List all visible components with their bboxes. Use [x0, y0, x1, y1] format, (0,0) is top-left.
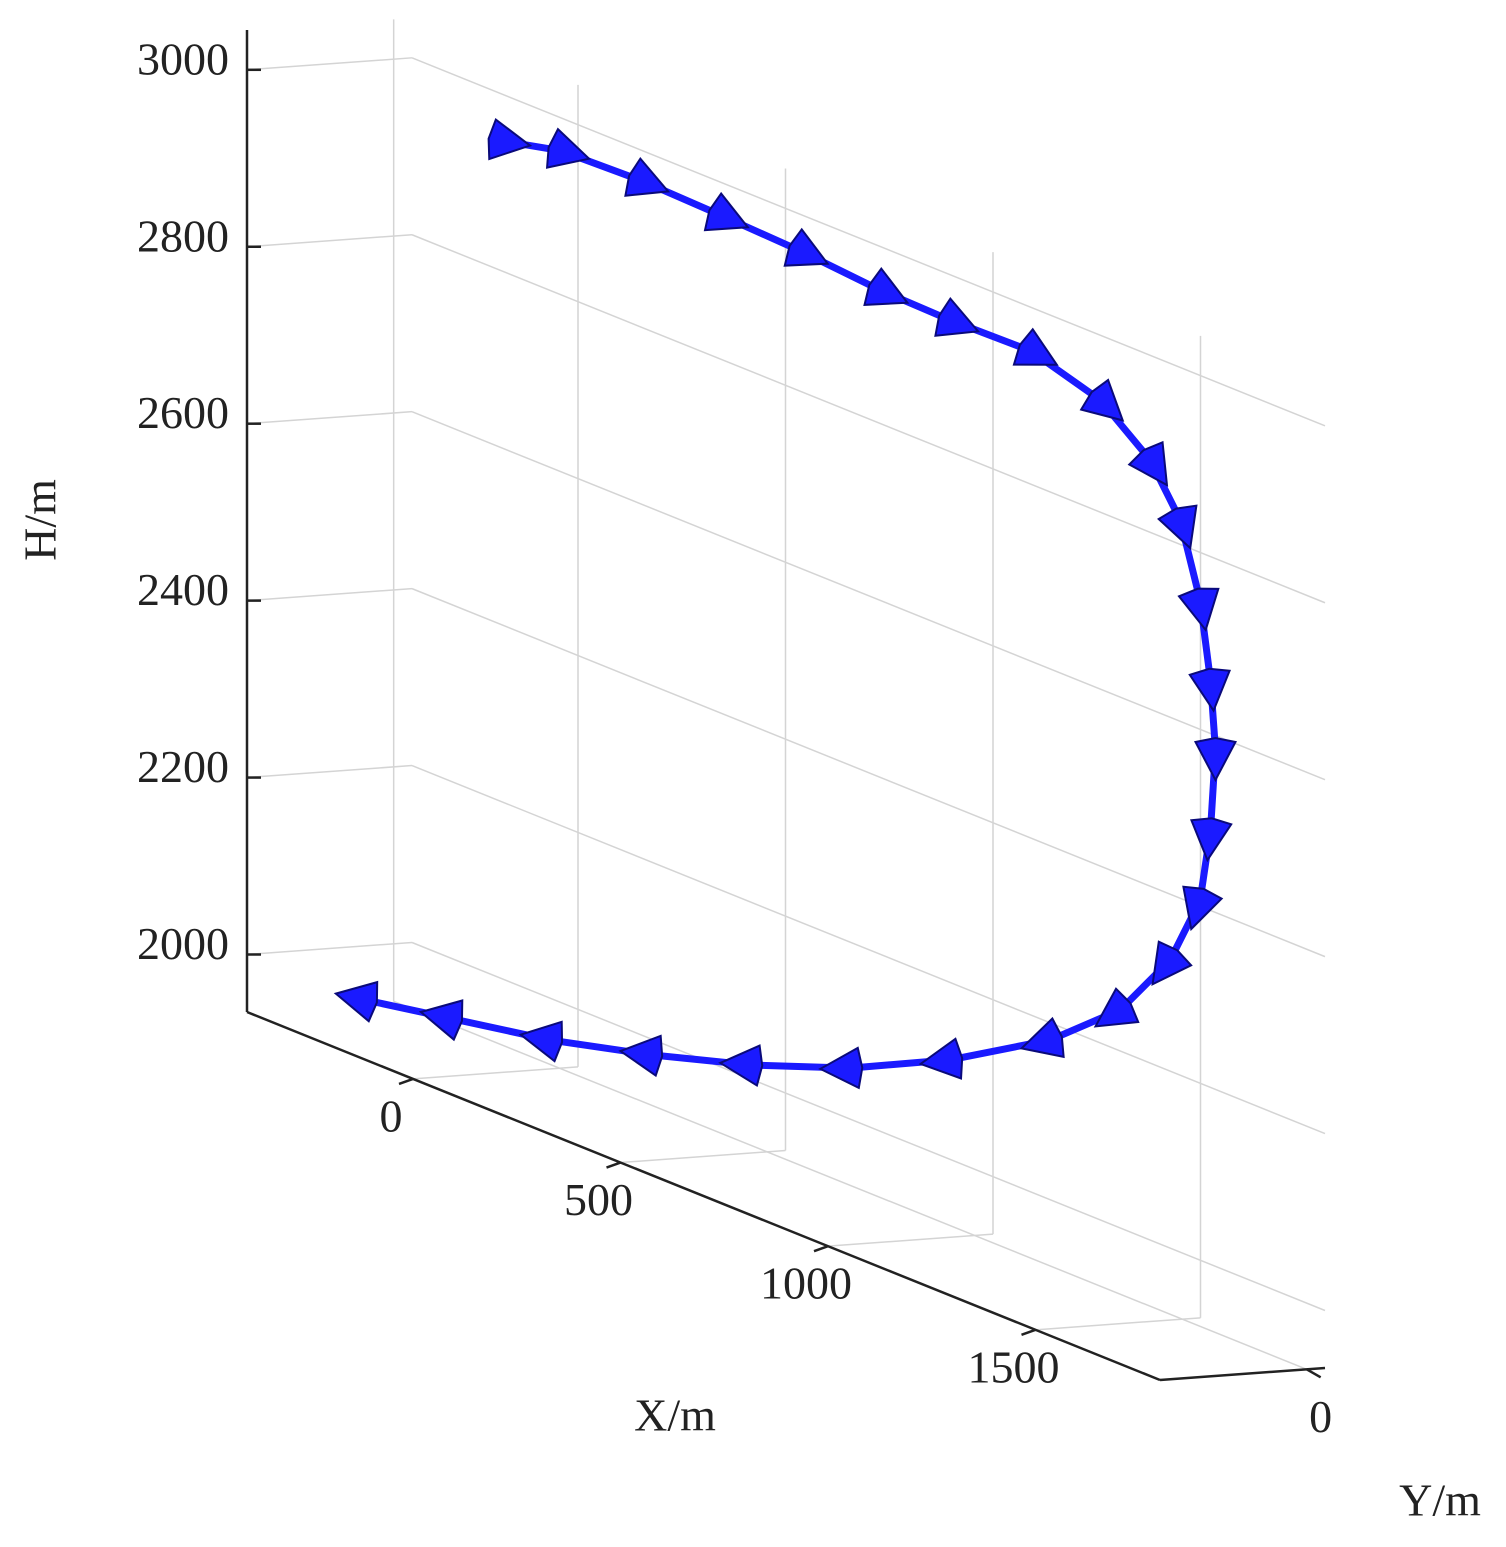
x-tick-label: 1500 [968, 1341, 1060, 1392]
aircraft-marker [1127, 440, 1169, 487]
z-tick-label: 2000 [137, 918, 229, 969]
aircraft-marker [1157, 504, 1198, 551]
grid-line [393, 1000, 1307, 1371]
aircraft-marker [333, 980, 379, 1023]
x-tick-label: 1000 [760, 1258, 852, 1309]
aircraft-marker [1079, 378, 1125, 422]
aircraft-marker [1093, 987, 1140, 1028]
x-axis-label: X/m [634, 1390, 716, 1441]
x-tick-label: 500 [564, 1174, 633, 1225]
x-tick-label: 0 [380, 1090, 403, 1141]
z-tick-label: 2800 [137, 210, 229, 261]
aircraft-marker [1182, 885, 1224, 932]
z-tick-label: 2400 [137, 564, 229, 615]
aircraft-marker [487, 117, 533, 161]
aircraft-marker [1151, 940, 1193, 986]
grid-line [411, 764, 1326, 1135]
x-axis [246, 1010, 1161, 1382]
grid-line [412, 1066, 579, 1080]
grid-line [411, 941, 1326, 1312]
aircraft-marker [1193, 736, 1237, 783]
grid-line [246, 941, 413, 956]
aircraft-marker [918, 1037, 964, 1080]
aircraft-marker [1012, 327, 1059, 366]
grid-line [246, 233, 413, 248]
aircraft-marker [1019, 1016, 1065, 1059]
grid-line [246, 410, 413, 425]
y-axis [1159, 1366, 1326, 1382]
x-tick [606, 1161, 621, 1169]
z-tick-label: 2600 [137, 387, 229, 438]
x-tick [1021, 1328, 1036, 1336]
aircraft-marker [1189, 817, 1233, 863]
x-tick [813, 1245, 829, 1253]
y-tick-label: 0 [1309, 1391, 1332, 1442]
aircraft-marker [718, 1044, 764, 1087]
grid-line [411, 57, 1326, 427]
aircraft-marker [618, 1034, 664, 1078]
z-tick-label: 2200 [137, 741, 229, 792]
grid-line [411, 410, 1326, 781]
grid-line [411, 234, 1326, 604]
grid-line [246, 587, 413, 602]
grid-line [246, 764, 413, 779]
trajectory [364, 137, 1219, 1072]
aircraft-marker [818, 1046, 864, 1090]
aircraft-marker [863, 266, 910, 306]
z-tick-label: 3000 [137, 33, 229, 84]
grid-line [620, 1149, 786, 1164]
grid-line [246, 57, 413, 71]
aircraft-marker [783, 227, 830, 267]
y-tick [1306, 1368, 1322, 1379]
grid-line [1035, 1317, 1201, 1331]
aircraft-marker [518, 1020, 564, 1063]
x-tick [398, 1077, 414, 1086]
aircraft-marker [624, 156, 671, 197]
aircraft-marker [418, 999, 464, 1042]
aircraft-marker [1177, 587, 1220, 633]
y-axis-label: Y/m [1399, 1475, 1481, 1526]
aircraft-marker [703, 191, 750, 232]
aircraft-marker [1188, 667, 1232, 713]
aircraft-marker [934, 296, 981, 337]
grid-line [827, 1233, 994, 1247]
z-axis-label: H/m [15, 479, 66, 561]
grid-line [411, 587, 1326, 958]
aircraft-marker [545, 127, 592, 169]
